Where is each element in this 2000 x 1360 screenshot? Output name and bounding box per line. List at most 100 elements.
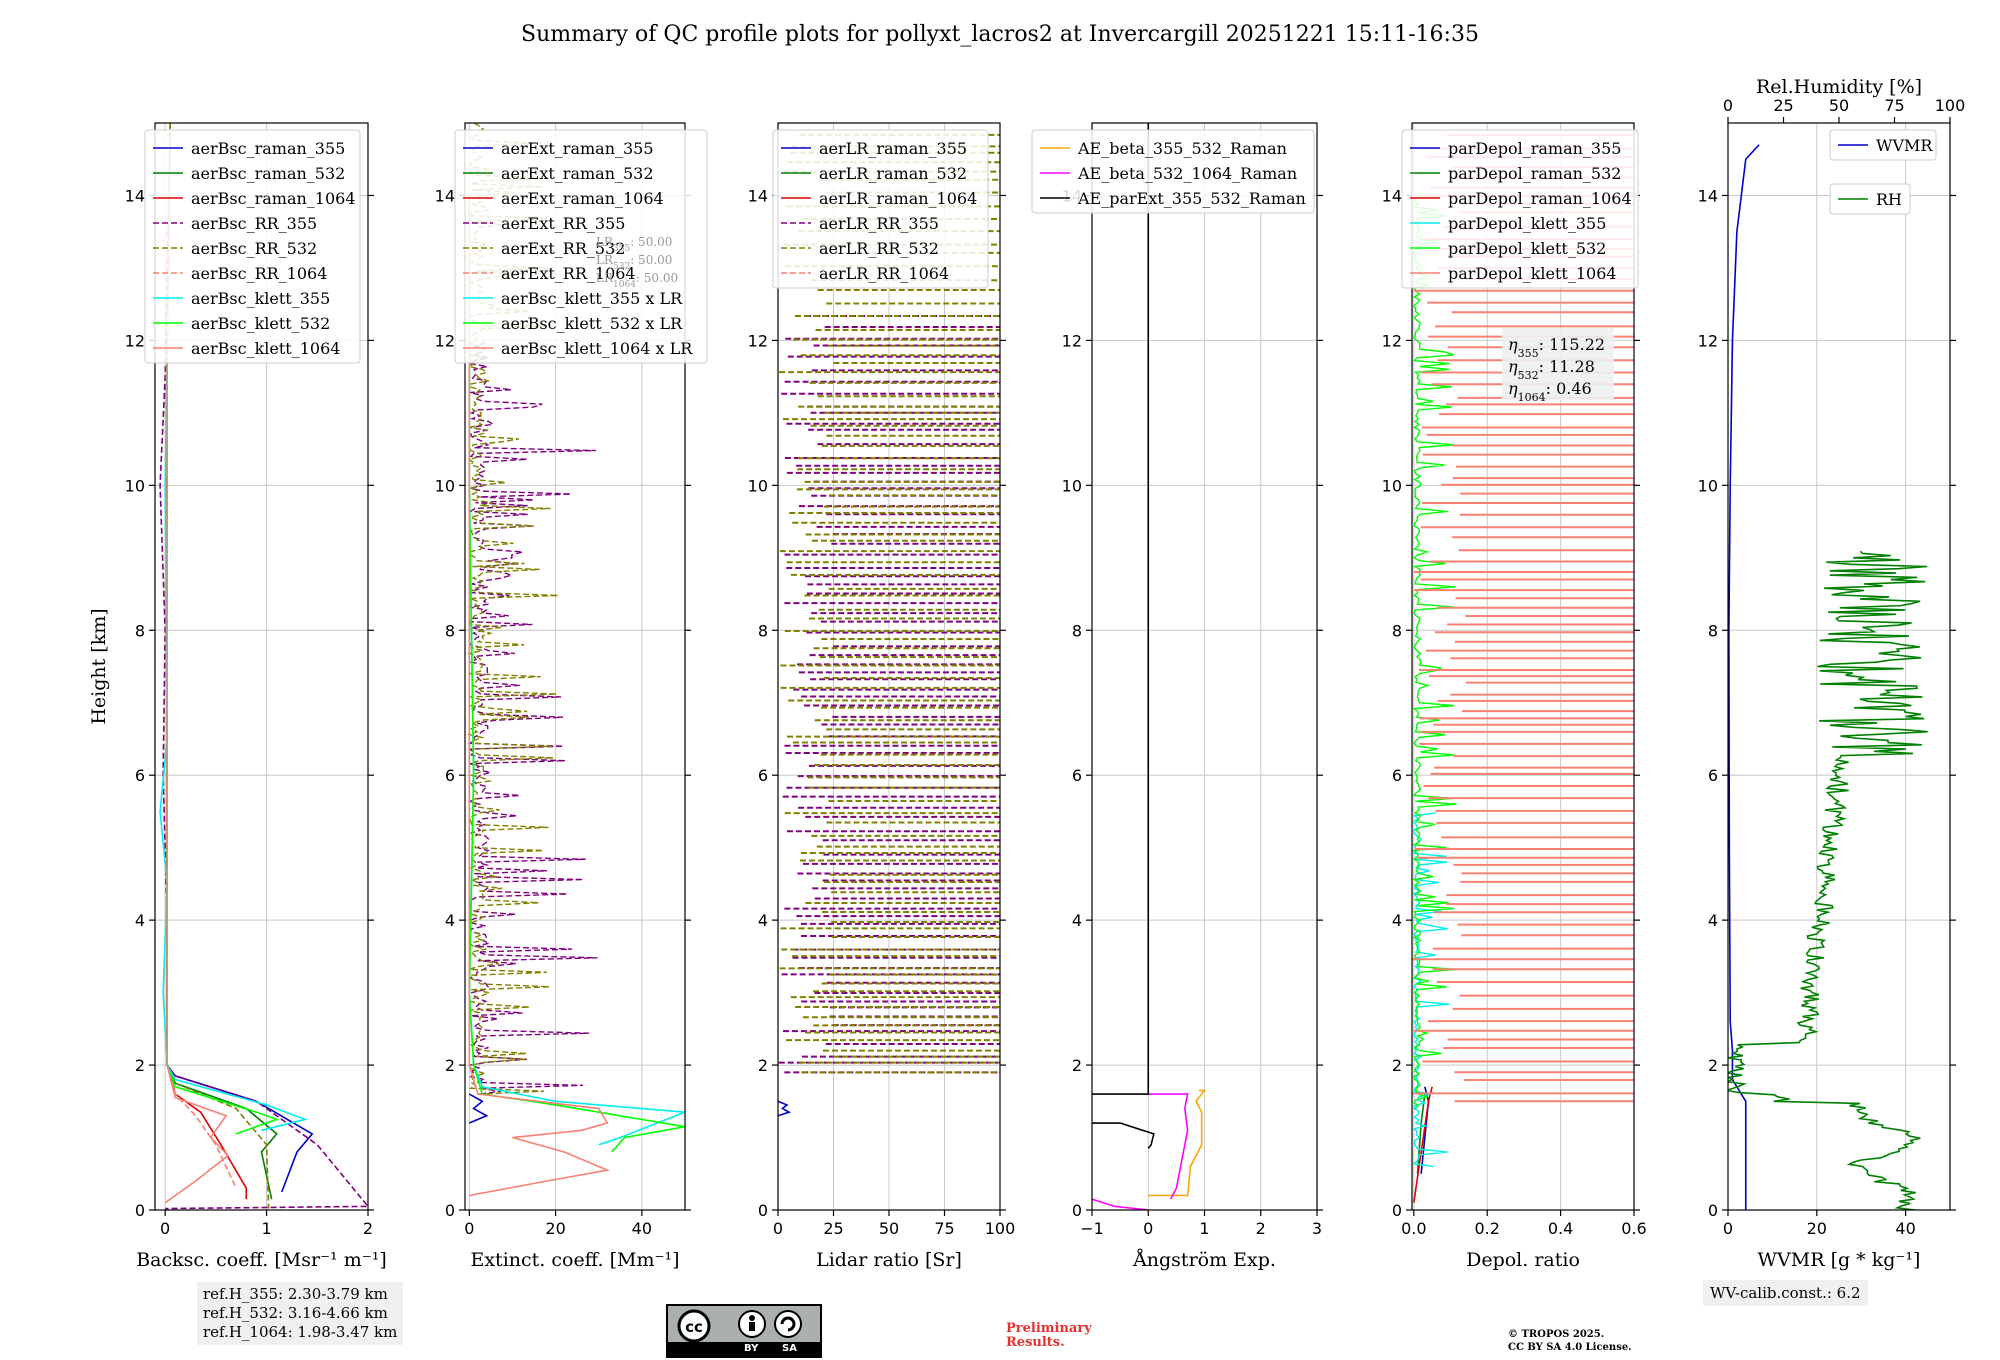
cc-icon xyxy=(677,1309,711,1342)
y-tick-label: 6 xyxy=(135,766,145,785)
legend-box xyxy=(144,129,361,364)
x-axis-label: Ångström Exp. xyxy=(1132,1249,1276,1271)
cc-license-badge: cc BY SA xyxy=(666,1304,822,1358)
series-parDepol_klett_532 xyxy=(1412,194,1457,1110)
y-tick-label: 2 xyxy=(445,1056,455,1075)
legend-label: aerBsc_raman_532 xyxy=(191,164,345,183)
y-tick-label: 10 xyxy=(435,476,455,495)
preliminary-line-2: Results. xyxy=(1006,1335,1065,1350)
plot-area xyxy=(1412,133,1634,1203)
series-aerBsc_klett_1064 x LR xyxy=(468,195,611,1197)
plot-area xyxy=(1728,144,1928,1210)
lr-line: LR532: 50.00 xyxy=(596,253,672,272)
legend-label: aerExt_RR_355 xyxy=(501,214,625,233)
y-tick-label: 14 xyxy=(748,186,768,205)
series-aerExt_RR_355 xyxy=(467,340,598,1095)
y-tick-label: 0 xyxy=(445,1201,455,1220)
plot-area xyxy=(1092,123,1207,1210)
series-aerBsc_RR_532 xyxy=(165,123,270,1209)
y-tick-label: 0 xyxy=(1392,1201,1402,1220)
legend-label: aerLR_raman_355 xyxy=(819,139,967,158)
license-sa: SA xyxy=(782,1343,797,1354)
legend-label: RH xyxy=(1876,190,1902,209)
y-tick-label: 10 xyxy=(1062,476,1082,495)
ref-h-532: ref.H_532: 3.16-4.66 km xyxy=(203,1304,388,1322)
y-tick-label: 4 xyxy=(445,911,455,930)
y-tick-label: 8 xyxy=(1708,621,1718,640)
y-tick-label: 0 xyxy=(1072,1201,1082,1220)
legend-label: aerBsc_klett_355 xyxy=(191,289,330,308)
legend: aerBsc_raman_355 aerBsc_raman_532 aerBsc_r… xyxy=(144,129,361,364)
x-tick-label: 100 xyxy=(985,1219,1016,1238)
y-tick-label: 14 xyxy=(1698,186,1718,205)
legend-label: aerLR_RR_355 xyxy=(819,214,939,233)
legend-label: parDepol_raman_355 xyxy=(1448,139,1621,158)
x-tick-label: 20 xyxy=(1807,1219,1827,1238)
x-tick-label: 0 xyxy=(1723,1219,1733,1238)
series-aerBsc_raman_532 xyxy=(166,340,278,1200)
x-tick-label: 0 xyxy=(1143,1219,1153,1238)
y-tick-label: 4 xyxy=(758,911,768,930)
legend-label: aerBsc_raman_1064 xyxy=(191,189,356,208)
series-AE_parExt_355_532_Raman xyxy=(1092,123,1150,1095)
legend: aerLR_raman_355 aerLR_raman_532 aerLR_rama… xyxy=(772,129,989,289)
series-aerBsc_klett_532 x LR xyxy=(468,195,685,1153)
legend-box xyxy=(454,129,708,364)
x-tick-label: 25 xyxy=(823,1219,843,1238)
x-tick-label: 40 xyxy=(1895,1219,1915,1238)
legend-label: aerBsc_RR_532 xyxy=(191,239,317,258)
y-tick-label: 14 xyxy=(125,186,145,205)
y-tick-label: 2 xyxy=(1708,1056,1718,1075)
y-tick-label: 10 xyxy=(748,476,768,495)
y-tick-label: 14 xyxy=(435,186,455,205)
x-top-tick-label: 50 xyxy=(1829,96,1849,115)
legend-label: parDepol_klett_532 xyxy=(1448,239,1606,258)
legend: AE_beta_355_532_Raman AE_beta_532_1064_Ra… xyxy=(1031,129,1315,214)
license-by: BY xyxy=(744,1343,759,1354)
legend-box xyxy=(772,129,989,289)
legend-label: aerBsc_klett_532 x LR xyxy=(501,314,683,333)
y-tick-label: 12 xyxy=(1382,331,1402,350)
x-tick-label: 0.0 xyxy=(1401,1219,1426,1238)
series-AE_beta_532_1064_Raman_b xyxy=(1148,1093,1189,1200)
y-tick-label: 8 xyxy=(445,621,455,640)
axes-frame xyxy=(464,122,686,1211)
x-top-tick-label: 75 xyxy=(1884,96,1904,115)
copyright-line-1: © TROPOS 2025. xyxy=(1508,1329,1605,1340)
legend: parDepol_raman_355 parDepol_raman_532 parD… xyxy=(1401,129,1639,289)
preliminary-note: Preliminary Results. xyxy=(1006,1322,1092,1350)
y-tick-label: 6 xyxy=(1392,766,1402,785)
y-tick-label: 8 xyxy=(1392,621,1402,640)
x-tick-label: 0.4 xyxy=(1548,1219,1573,1238)
legend-box xyxy=(1829,129,1937,161)
x-axis-label: Extinct. coeff. [Mm⁻¹] xyxy=(470,1249,679,1271)
y-tick-label: 2 xyxy=(758,1056,768,1075)
eta-line: η355: 115.22 xyxy=(1508,335,1605,360)
y-tick-label: 10 xyxy=(125,476,145,495)
reference-height-box: ref.H_355: 2.30-3.79 km ref.H_532: 3.16-… xyxy=(197,1282,404,1345)
axes-frame xyxy=(154,122,369,1211)
x-tick-label: 2 xyxy=(1256,1219,1266,1238)
y-tick-label: 0 xyxy=(135,1201,145,1220)
wv-calib-box: WV-calib.const.: 6.2 xyxy=(1703,1280,1868,1306)
legend-label: parDepol_raman_532 xyxy=(1448,164,1621,183)
legend-label: aerBsc_RR_355 xyxy=(191,214,317,233)
panel-5: 0 2 4 6 8 10 12 14 0.0 0.2 0.4 0.6 Depol. ratio parDe… xyxy=(1382,122,1647,1271)
ref-h-1064: ref.H_1064: 1.98-3.47 km xyxy=(203,1323,398,1341)
x-tick-label: 75 xyxy=(934,1219,954,1238)
y-tick-label: 12 xyxy=(435,331,455,350)
share-alike-icon xyxy=(774,1310,802,1338)
x-tick-label: 0.6 xyxy=(1621,1219,1646,1238)
legend-label: WVMR xyxy=(1876,136,1933,155)
series-AE_parExt_b xyxy=(1092,1122,1155,1149)
y-tick-label: 4 xyxy=(135,911,145,930)
legend: aerExt_raman_355 aerExt_raman_532 aerExt_r… xyxy=(454,129,708,364)
plot-area xyxy=(159,123,368,1210)
legend-label: parDepol_klett_1064 xyxy=(1448,264,1617,283)
series-aerExt_raman_355 xyxy=(468,1093,489,1124)
legend-label: AE_beta_532_1064_Raman xyxy=(1077,164,1297,183)
x-axis-label: WVMR [g * kg⁻¹] xyxy=(1758,1249,1921,1271)
